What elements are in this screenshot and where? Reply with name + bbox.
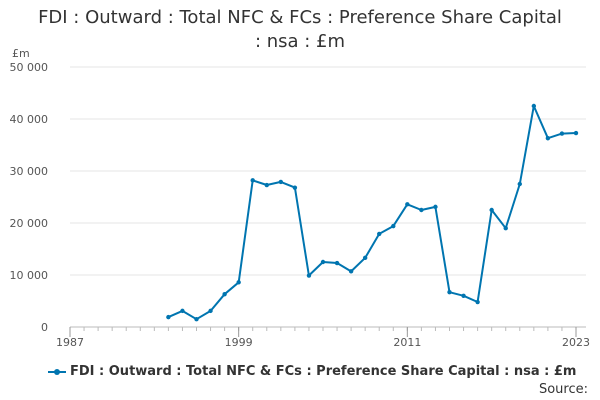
- data-point[interactable]: [222, 292, 227, 297]
- series-line: [167, 105, 577, 321]
- legend: FDI : Outward : Total NFC & FCs : Prefer…: [48, 364, 576, 379]
- data-point[interactable]: [194, 317, 199, 322]
- y-tick-label: 10 000: [10, 269, 49, 282]
- data-series: [166, 103, 579, 322]
- y-tick-label: 40 000: [10, 113, 49, 126]
- data-point[interactable]: [391, 223, 396, 229]
- data-point[interactable]: [250, 178, 255, 183]
- y-tick-label: 30 000: [10, 165, 49, 178]
- data-point[interactable]: [348, 269, 354, 274]
- data-point[interactable]: [475, 299, 480, 305]
- y-tick-label: 50 000: [10, 61, 49, 74]
- chart-title-line-1: FDI : Outward : Total NFC & FCs : Prefer…: [38, 7, 562, 28]
- data-point[interactable]: [306, 273, 312, 278]
- data-point[interactable]: [166, 314, 171, 320]
- legend-series-marker: [48, 367, 66, 377]
- data-point[interactable]: [559, 131, 565, 136]
- data-point[interactable]: [531, 103, 537, 109]
- x-tick-label: 1999: [225, 336, 253, 349]
- data-point[interactable]: [320, 259, 326, 265]
- data-point[interactable]: [278, 179, 284, 185]
- data-point[interactable]: [489, 207, 494, 213]
- data-point[interactable]: [545, 136, 551, 141]
- x-axis: 1987 1999 2011 2023: [56, 327, 590, 349]
- data-point[interactable]: [517, 181, 522, 187]
- chart-title: FDI : Outward : Total NFC & FCs : Prefer…: [0, 6, 600, 54]
- x-tick-label: 2011: [393, 336, 421, 349]
- x-tick-label: 2023: [562, 336, 590, 349]
- y-tick-label: 20 000: [10, 217, 49, 230]
- y-axis-unit-label: £m: [12, 47, 30, 60]
- source-label: Source:: [538, 382, 588, 397]
- data-point[interactable]: [419, 207, 424, 213]
- y-tick-label: 0: [41, 321, 48, 334]
- data-point[interactable]: [334, 260, 340, 266]
- data-point[interactable]: [405, 202, 410, 207]
- data-point[interactable]: [236, 280, 241, 285]
- data-point[interactable]: [362, 255, 368, 261]
- legend-series-label: FDI : Outward : Total NFC & FCs : Prefer…: [70, 364, 577, 379]
- data-point[interactable]: [208, 308, 213, 314]
- data-point[interactable]: [503, 226, 508, 231]
- grid-lines: [70, 66, 586, 328]
- x-tick-label: 1987: [56, 336, 84, 349]
- data-point[interactable]: [573, 130, 579, 136]
- data-point[interactable]: [461, 293, 466, 298]
- data-point[interactable]: [264, 182, 269, 188]
- y-axis: 0 10 000 20 000 30 000 40 000 50 000: [10, 61, 49, 334]
- data-point[interactable]: [447, 289, 452, 295]
- data-point[interactable]: [292, 185, 298, 190]
- data-point[interactable]: [433, 204, 438, 210]
- chart-title-line-2: : nsa : £m: [254, 31, 346, 52]
- data-point[interactable]: [377, 231, 382, 237]
- data-point[interactable]: [180, 308, 185, 314]
